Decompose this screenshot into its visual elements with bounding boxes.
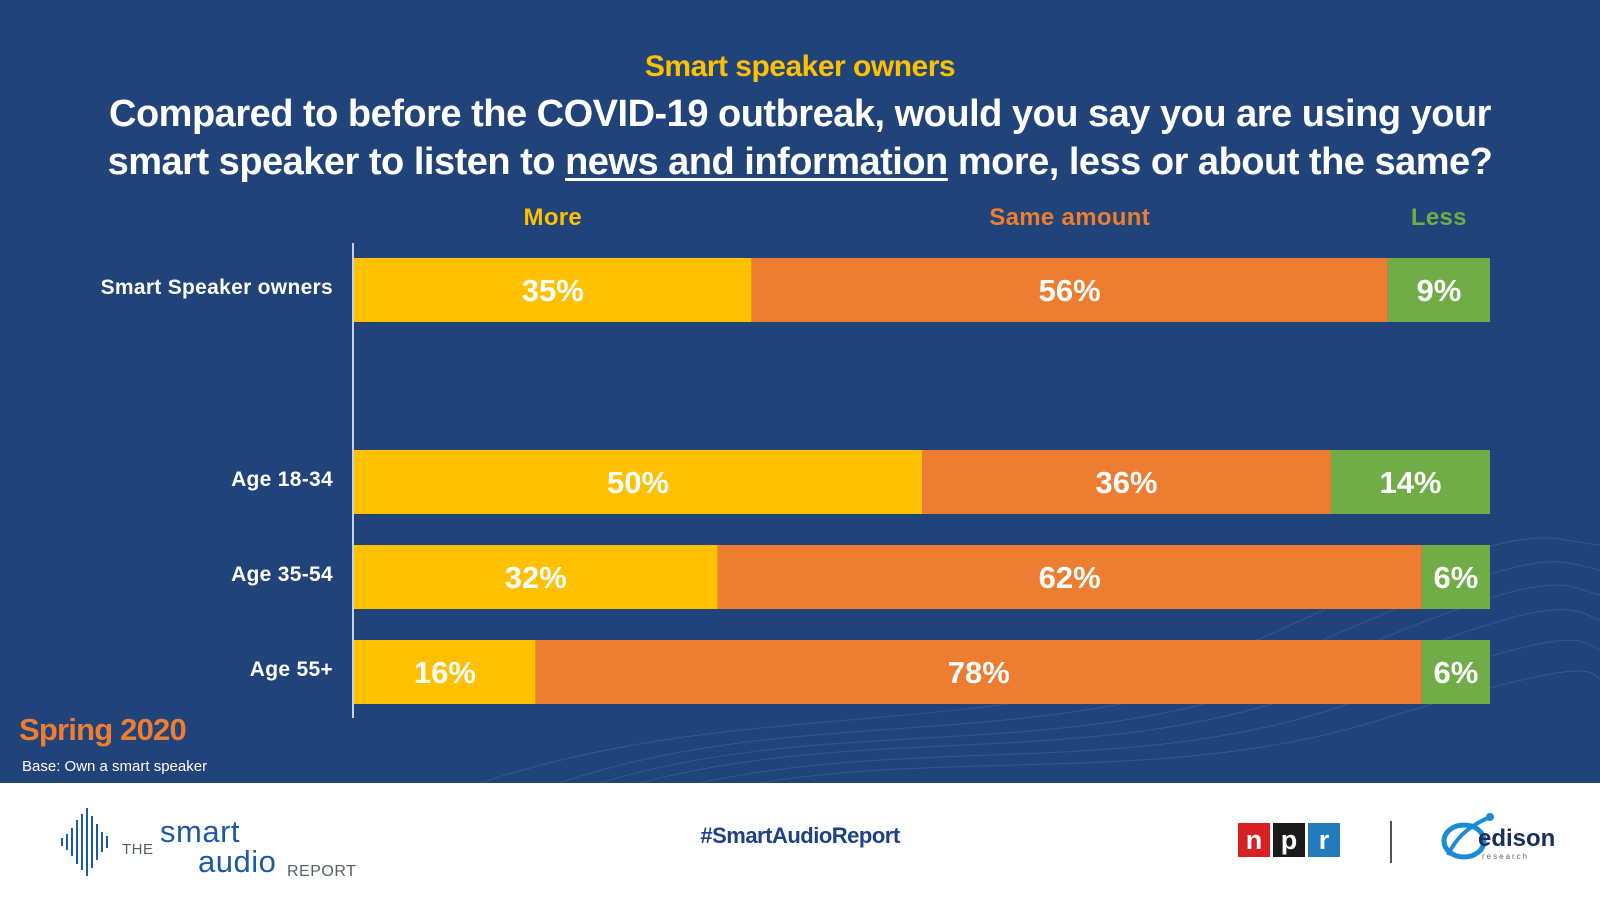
- title-part-2: more, less or about the same?: [947, 141, 1493, 183]
- footer: THE smart audio REPORT #SmartAudioReport…: [0, 783, 1600, 900]
- season-label: Spring 2020: [19, 712, 187, 747]
- stacked-bar-chart: 35% 56% 9% 50% 36% 14% 32% 62% 6% 16% 78% 6%: [354, 258, 1490, 704]
- edison-research-logo: edison research: [1438, 803, 1558, 873]
- bar-segment: [1421, 545, 1490, 609]
- category-label: Age 55+: [249, 658, 333, 681]
- category-label: Age 35-54: [231, 563, 333, 586]
- sound-wave-icon: [61, 808, 108, 876]
- data-label: 6%: [1434, 560, 1479, 595]
- data-label: 50%: [607, 465, 669, 500]
- data-label: 78%: [948, 655, 1010, 690]
- logo-report-text: REPORT: [287, 863, 357, 880]
- data-label: 9%: [1416, 273, 1461, 308]
- bar-segment: [1421, 640, 1490, 704]
- bar-segment: [922, 450, 1331, 514]
- npr-letter-n: n: [1238, 823, 1270, 857]
- bar-segment: [1387, 258, 1490, 322]
- hashtag: #SmartAudioReport: [700, 823, 900, 848]
- legend-entry: Same amount: [989, 204, 1151, 231]
- logo-divider: [1390, 821, 1392, 863]
- chart-title: Compared to before the COVID-19 outbreak…: [60, 90, 1540, 186]
- smart-audio-report-logo: THE smart audio REPORT: [58, 806, 358, 880]
- bar-segment: [354, 640, 536, 704]
- slide-background: Smart speaker owners Compared to before …: [0, 0, 1600, 783]
- bar-segment: [535, 640, 1422, 704]
- title-underlined-part: news and information: [565, 141, 948, 183]
- logo-audio-text: audio: [198, 844, 277, 879]
- base-note: Base: Own a smart speaker: [22, 758, 208, 775]
- data-label: 16%: [414, 655, 476, 690]
- logo-the-text: THE: [122, 841, 154, 858]
- bar-segment: [354, 450, 922, 514]
- npr-letter-r: r: [1308, 823, 1340, 857]
- bar-segment: [354, 258, 752, 322]
- category-axis-line: [352, 243, 354, 718]
- legend-entry: More: [523, 204, 583, 231]
- bar-segment: [717, 545, 1422, 609]
- npr-letter-p: p: [1273, 823, 1305, 857]
- legend-entry: Less: [1410, 204, 1467, 231]
- bar-segment: [751, 258, 1388, 322]
- data-label: 6%: [1434, 655, 1479, 690]
- data-label: 56%: [1039, 273, 1101, 308]
- edison-subtext: research: [1482, 852, 1530, 861]
- category-label: Smart Speaker owners: [100, 276, 333, 299]
- data-label: 35%: [522, 273, 584, 308]
- npr-logo: n p r: [1238, 823, 1340, 857]
- edison-wordmark: edison: [1478, 825, 1556, 852]
- data-label: 14%: [1379, 465, 1441, 500]
- logo-smart-text: smart: [160, 814, 240, 849]
- data-label: 36%: [1095, 465, 1157, 500]
- bar-segment: [354, 545, 718, 609]
- data-label: 62%: [1039, 560, 1101, 595]
- chart-subtitle: Smart speaker owners: [644, 50, 956, 83]
- bar-segment: [1330, 450, 1490, 514]
- edison-swirl-icon: [1441, 813, 1494, 860]
- data-label: 32%: [505, 560, 567, 595]
- category-label: Age 18-34: [231, 468, 333, 491]
- title-part-1: Compared to before the COVID-19 outbreak…: [107, 93, 1492, 183]
